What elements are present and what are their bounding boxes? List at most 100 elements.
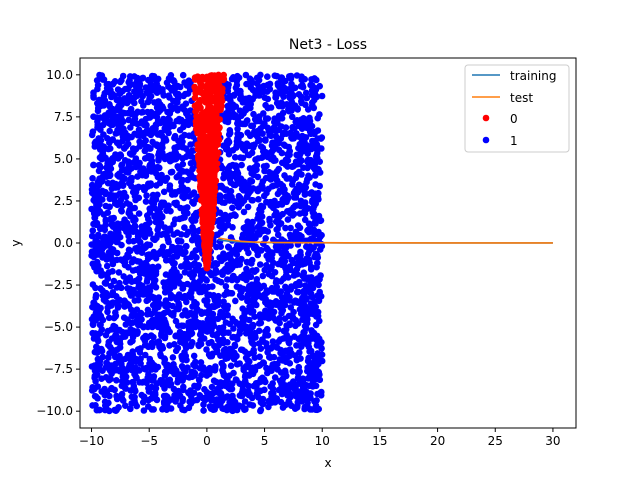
class-1-point xyxy=(297,310,305,317)
class-1-point xyxy=(307,280,315,288)
class-1-point xyxy=(131,223,139,230)
class-1-point xyxy=(142,172,150,179)
class-1-point xyxy=(114,302,122,309)
class-1-point xyxy=(293,270,301,278)
class-1-point xyxy=(165,75,173,82)
class-1-point xyxy=(94,383,102,390)
class-1-point xyxy=(96,306,103,314)
class-1-point xyxy=(316,111,323,118)
class-1-point xyxy=(195,342,203,350)
class-1-point xyxy=(217,308,224,316)
class-1-point xyxy=(237,175,245,182)
class-1-point xyxy=(184,260,191,267)
class-1-point xyxy=(313,337,321,344)
class-1-point xyxy=(231,154,239,161)
class-1-point xyxy=(274,82,282,89)
class-1-point xyxy=(314,292,321,300)
class-1-point xyxy=(259,272,267,280)
class-1-point xyxy=(257,71,264,79)
class-1-point xyxy=(294,288,301,296)
class-1-point xyxy=(145,180,152,188)
class-1-point xyxy=(183,255,190,262)
class-1-point xyxy=(291,333,298,341)
class-1-point xyxy=(230,369,237,377)
class-1-point xyxy=(281,367,289,375)
class-1-point xyxy=(256,89,263,97)
class-1-point xyxy=(244,117,251,124)
class-1-point xyxy=(141,285,149,293)
class-1-point xyxy=(273,277,280,284)
class-1-point xyxy=(307,266,315,273)
class-1-point xyxy=(298,76,306,84)
class-1-point xyxy=(149,191,157,199)
class-1-point xyxy=(297,248,304,256)
class-1-point xyxy=(144,212,151,219)
class-1-point xyxy=(135,210,143,217)
class-1-point xyxy=(109,246,117,253)
class-1-point xyxy=(241,398,249,405)
class-1-point xyxy=(268,263,275,271)
class-1-point xyxy=(240,110,247,117)
class-1-point xyxy=(172,104,179,112)
class-1-point xyxy=(142,221,149,229)
class-1-point xyxy=(136,379,143,386)
class-1-point xyxy=(189,198,196,206)
class-1-point xyxy=(290,194,298,201)
class-1-point xyxy=(276,356,284,363)
class-1-point xyxy=(239,154,247,162)
class-1-point xyxy=(96,208,104,215)
class-0-point xyxy=(202,252,209,259)
class-1-point xyxy=(315,356,323,363)
class-1-point xyxy=(170,220,177,228)
legend-test-label: test xyxy=(510,91,533,105)
class-1-point xyxy=(230,211,238,218)
class-1-point xyxy=(91,214,99,222)
class-1-point xyxy=(121,109,128,117)
class-1-point xyxy=(107,86,114,94)
class-1-point xyxy=(280,248,288,255)
class-1-point xyxy=(266,303,274,310)
class-1-point xyxy=(284,157,292,164)
class-1-point xyxy=(289,163,297,170)
class-1-point xyxy=(137,168,144,176)
class-1-point xyxy=(313,151,321,159)
class-1-point xyxy=(301,275,308,282)
class-1-point xyxy=(118,394,126,402)
class-1-point xyxy=(164,251,172,258)
class-1-point xyxy=(209,319,217,327)
class-1-point xyxy=(168,365,175,372)
class-1-point xyxy=(145,403,152,410)
class-1-point xyxy=(93,366,100,373)
class-1-point xyxy=(180,365,187,373)
class-1-point xyxy=(284,163,291,170)
class-1-point xyxy=(143,266,150,273)
class-1-point xyxy=(229,352,236,360)
class-1-point xyxy=(285,274,292,281)
class-1-point xyxy=(174,163,181,170)
class-1-point xyxy=(165,404,173,412)
x-tick-label: 5 xyxy=(261,434,269,448)
class-1-point xyxy=(291,202,299,210)
class-1-point xyxy=(131,115,139,123)
class-1-point xyxy=(277,398,285,406)
class-1-point xyxy=(102,188,109,196)
class-1-point xyxy=(100,143,108,150)
class-1-point xyxy=(94,335,101,343)
class-1-point xyxy=(118,208,125,215)
class-1-point xyxy=(89,175,96,182)
class-1-point xyxy=(98,347,106,355)
class-1-point xyxy=(230,91,238,99)
class-1-point xyxy=(152,82,160,89)
class-0-point xyxy=(200,145,208,152)
class-1-point xyxy=(105,314,113,322)
class-1-point xyxy=(127,325,134,333)
class-1-point xyxy=(209,350,216,358)
class-1-point xyxy=(296,224,304,232)
legend-class-1-label: 1 xyxy=(510,134,518,148)
class-1-point xyxy=(191,318,198,326)
class-1-point xyxy=(135,296,142,304)
class-0-point xyxy=(202,236,210,244)
class-1-point xyxy=(113,96,121,104)
class-1-point xyxy=(277,305,285,312)
legend-training-label: training xyxy=(510,69,557,83)
